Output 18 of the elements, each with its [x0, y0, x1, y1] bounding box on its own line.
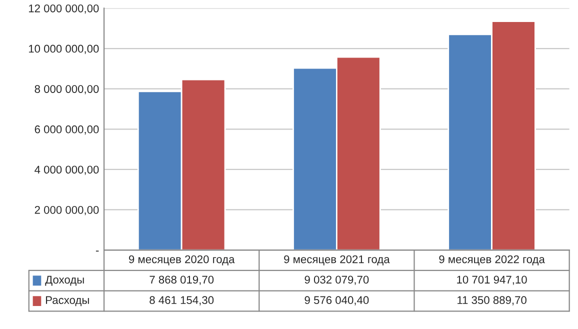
y-tick-label: 12 000 000,00 — [28, 4, 99, 14]
legend-label: Доходы — [45, 276, 84, 286]
data-label: 9 032 079,70 — [304, 276, 369, 285]
x-tick-label: 9 месяцев 2022 года — [439, 255, 545, 266]
y-tick-label: 8 000 000,00 — [34, 85, 99, 94]
data-label: 8 461 154,30 — [150, 296, 214, 306]
legend-label: Расходы — [46, 296, 89, 306]
y-tick-label: 4 000 000,00 — [34, 166, 99, 175]
data-label: 9 576 040,40 — [304, 296, 369, 306]
x-tick-label: 9 месяцев 2021 года — [284, 255, 390, 266]
y-tick-label: - — [96, 250, 99, 252]
data-label: 10 701 947,10 — [457, 276, 527, 285]
y-tick-label: 6 000 000,00 — [34, 125, 99, 135]
y-tick-label: 2 000 000,00 — [34, 206, 99, 216]
data-label: 11 350 889,70 — [458, 296, 526, 306]
y-tick-label: 10 000 000,00 — [28, 44, 99, 54]
x-tick-label: 9 месяцев 2020 года — [128, 255, 235, 266]
data-label: 7 868 019,70 — [150, 276, 214, 285]
